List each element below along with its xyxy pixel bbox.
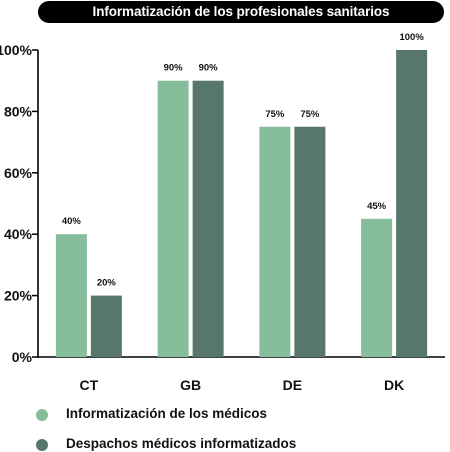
data-label: 45% — [367, 201, 387, 212]
bar-ct-series-0 — [55, 234, 87, 357]
y-tick-label: 40% — [4, 226, 33, 242]
y-tick-label: 60% — [4, 165, 33, 181]
x-tick-label: DK — [384, 377, 404, 393]
legend-swatch-0 — [36, 409, 48, 421]
y-tick-label: 80% — [4, 103, 33, 119]
data-label: 20% — [97, 278, 117, 289]
x-tick-label: DE — [283, 377, 302, 393]
y-tick-label: 0% — [12, 349, 33, 365]
y-tick-label: 100% — [0, 42, 33, 58]
chart-title: Informatización de los profesionales san… — [38, 1, 444, 23]
data-label: 100% — [399, 32, 424, 43]
x-tick-label: GB — [180, 377, 201, 393]
data-label: 75% — [265, 109, 285, 120]
legend-label-0: Informatización de los médicos — [66, 406, 268, 421]
legend-label-1: Despachos médicos informatizados — [66, 436, 297, 451]
bar-de-series-1 — [294, 126, 326, 357]
bar-ct-series-1 — [90, 295, 122, 357]
y-tick-label: 20% — [4, 288, 33, 304]
data-label: 75% — [300, 109, 320, 120]
bar-de-series-0 — [259, 126, 291, 357]
bar-dk-series-0 — [361, 218, 393, 357]
legend-swatch-1 — [36, 439, 48, 451]
bar-dk-series-1 — [396, 50, 428, 357]
data-label: 90% — [164, 63, 184, 74]
x-tick-label: CT — [80, 377, 99, 393]
bar-gb-series-1 — [192, 80, 224, 357]
bar-gb-series-0 — [157, 80, 189, 357]
data-label: 90% — [199, 63, 219, 74]
data-label: 40% — [62, 216, 82, 227]
